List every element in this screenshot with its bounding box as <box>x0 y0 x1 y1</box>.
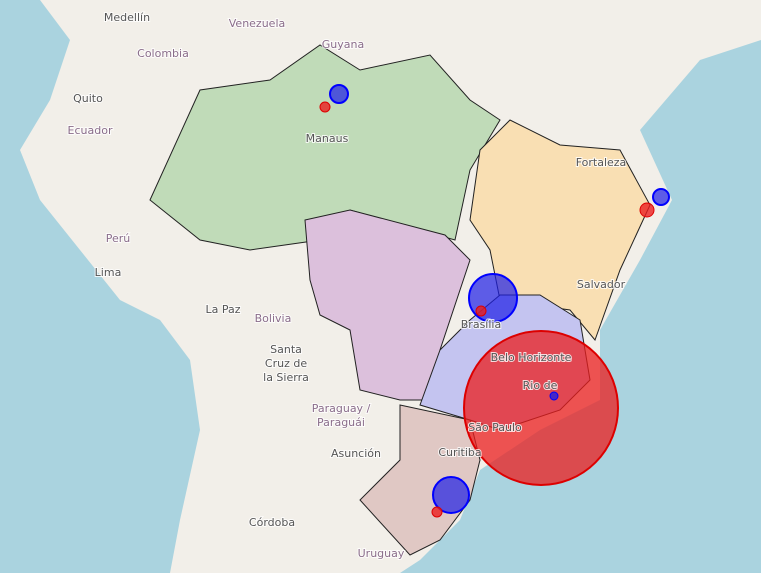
country-label: Ecuador <box>68 124 113 137</box>
city-label: Santa <box>270 343 302 356</box>
city-label: Curitiba <box>438 446 481 459</box>
city-label: Salvador <box>577 278 626 291</box>
northeast-region <box>469 119 651 341</box>
country-label: Colombia <box>137 47 189 60</box>
city-label: Manaus <box>306 132 349 145</box>
city-label: Asunción <box>331 447 381 460</box>
symbols <box>319 84 670 518</box>
city-label: la Sierra <box>263 371 309 384</box>
country-label: Guyana <box>322 38 364 51</box>
city-label: Lima <box>95 266 122 279</box>
city-label: Rio de <box>523 379 558 392</box>
red-circle <box>463 330 619 486</box>
city-label: Medellín <box>104 11 150 24</box>
city-label: Belo Horizonte <box>491 351 572 364</box>
city-label: Cruz de <box>265 357 307 370</box>
labels: Medellín Venezuela Guyana Colombia Quito Ecua… <box>67 10 628 561</box>
center-west-region <box>304 209 471 401</box>
blue-circle <box>329 84 349 104</box>
country-label: Uruguay <box>358 547 405 560</box>
city-label: São Paulo <box>468 421 522 434</box>
blue-circle <box>549 391 559 401</box>
city-label: La Paz <box>205 303 240 316</box>
blue-circle <box>468 273 518 323</box>
blue-circle <box>652 188 670 206</box>
city-label: Fortaleza <box>576 156 627 169</box>
country-label: Paraguái <box>317 416 365 429</box>
red-circle <box>639 202 655 218</box>
blue-circle <box>432 476 470 514</box>
city-label: Quito <box>73 92 103 105</box>
red-circle <box>319 101 331 113</box>
country-label: Bolivia <box>255 312 292 325</box>
red-circle <box>431 506 443 518</box>
country-label: Perú <box>106 232 131 245</box>
red-circle <box>475 305 487 317</box>
city-label: Brasília <box>461 318 501 331</box>
city-label: Córdoba <box>249 516 295 529</box>
north-region <box>149 44 501 251</box>
country-label: Venezuela <box>229 17 286 30</box>
country-label: Paraguay / <box>312 402 371 415</box>
